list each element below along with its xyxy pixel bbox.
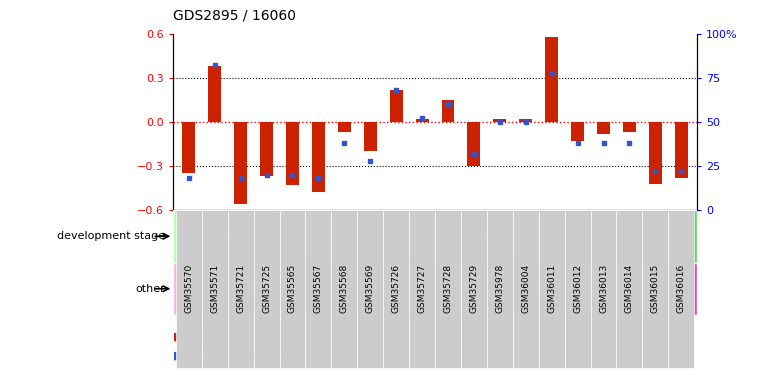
Bar	[545, 37, 558, 122]
Text: 7 - 9 cm section: 7 - 9 cm section	[600, 284, 689, 294]
Bar	[278, 262, 383, 315]
Text: GSM36013: GSM36013	[599, 264, 608, 314]
Bar	[234, 122, 247, 204]
Bar	[441, 100, 454, 122]
Text: GSM36011: GSM36011	[547, 264, 556, 314]
Text: GSM36015: GSM36015	[651, 264, 660, 314]
Text: 0 - 3 cm section: 0 - 3 cm section	[286, 284, 375, 294]
Text: GSM35728: GSM35728	[444, 264, 453, 314]
Text: GSM35729: GSM35729	[470, 264, 478, 314]
Bar	[173, 262, 278, 315]
Text: GDS2895 / 16060: GDS2895 / 16060	[173, 9, 296, 22]
Text: GSM35727: GSM35727	[417, 264, 427, 314]
Bar	[519, 119, 532, 122]
Bar	[571, 122, 584, 141]
Text: GSM35570: GSM35570	[184, 264, 193, 314]
Text: GSM36016: GSM36016	[677, 264, 686, 314]
Bar	[338, 122, 351, 132]
Text: GSM35726: GSM35726	[392, 264, 400, 314]
Text: ■ log2 ratio: ■ log2 ratio	[173, 333, 240, 342]
Bar	[182, 122, 196, 173]
Text: GSM36014: GSM36014	[625, 264, 634, 314]
Bar	[597, 122, 610, 134]
Bar	[649, 122, 662, 184]
Bar	[363, 122, 377, 151]
Bar	[173, 210, 278, 262]
Text: GSM35978: GSM35978	[495, 264, 504, 314]
Bar	[278, 210, 697, 262]
Bar	[416, 119, 429, 122]
Text: ■ percentile rank within the sample: ■ percentile rank within the sample	[173, 351, 375, 361]
Text: development stage: development stage	[58, 231, 166, 241]
Text: GSM35567: GSM35567	[314, 264, 323, 314]
Bar	[383, 262, 487, 315]
Text: GSM36012: GSM36012	[573, 264, 582, 314]
Text: 5 cm stem: 5 cm stem	[192, 230, 259, 243]
Bar	[260, 122, 273, 176]
Text: GSM35569: GSM35569	[366, 264, 375, 314]
Bar	[390, 90, 403, 122]
Text: 3 - 5 cm section: 3 - 5 cm section	[390, 284, 480, 294]
Bar	[494, 119, 507, 122]
Bar	[592, 262, 697, 315]
Text: GSM35721: GSM35721	[236, 264, 245, 314]
Bar	[487, 262, 592, 315]
Bar	[623, 122, 636, 132]
Bar	[312, 122, 325, 192]
Text: GSM35568: GSM35568	[340, 264, 349, 314]
Text: 10 cm stem: 10 cm stem	[450, 230, 524, 243]
Text: GSM35565: GSM35565	[288, 264, 297, 314]
Text: other: other	[136, 284, 166, 294]
Text: 2 - 4 cm section: 2 - 4 cm section	[181, 284, 270, 294]
Bar	[286, 122, 299, 185]
Text: 5 - 7 cm section: 5 - 7 cm section	[495, 284, 584, 294]
Text: GSM36004: GSM36004	[521, 264, 531, 314]
Bar	[675, 122, 688, 178]
Bar	[208, 66, 221, 122]
Bar	[467, 122, 480, 166]
Text: GSM35725: GSM35725	[262, 264, 271, 314]
Text: GSM35571: GSM35571	[210, 264, 219, 314]
